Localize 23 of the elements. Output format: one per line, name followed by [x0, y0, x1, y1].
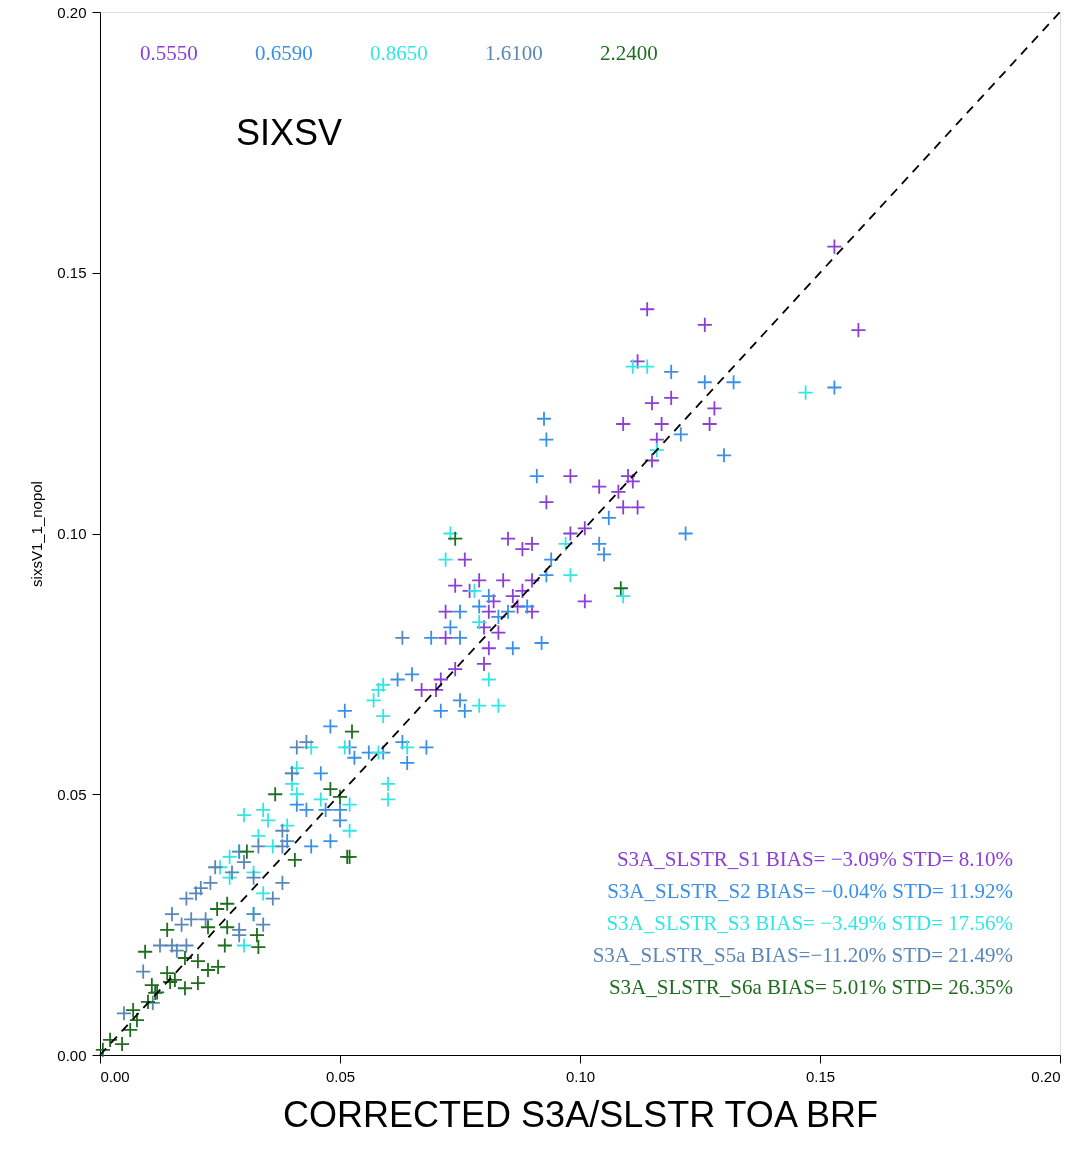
- y-axis-title: sixsV1_1_nopol: [28, 481, 46, 587]
- annotation: SIXSV: [236, 112, 343, 153]
- annotation: S3A_SLSTR_S3 BIAS= −3.49% STD= 17.56%: [606, 911, 1013, 935]
- x-tick-label: 0.10: [565, 1067, 596, 1085]
- y-tick-label: 0.10: [57, 525, 87, 542]
- x-tick-label: 0.15: [805, 1067, 836, 1085]
- y-tick-label: 0.15: [57, 264, 87, 282]
- x-tick-label: 0.00: [100, 1067, 130, 1085]
- annotation: S3A_SLSTR_S6a BIAS= 5.01% STD= 26.35%: [608, 975, 1013, 999]
- text: 2.2400: [600, 41, 658, 65]
- text: 1.6100: [485, 41, 543, 65]
- y-tick-label: 0.20: [57, 3, 87, 21]
- x-axis-title: CORRECTED S3A/SLSTR TOA BRF: [283, 1093, 878, 1135]
- y-tick-label: 0.05: [57, 785, 87, 803]
- x-tick-label: 0.20: [1031, 1067, 1061, 1085]
- y-tick-label: 0.00: [57, 1046, 87, 1064]
- text: 0.5550: [140, 41, 198, 65]
- annotation: S3A_SLSTR_S5a BIAS=−11.20% STD= 21.49%: [592, 943, 1013, 967]
- x-tick-label: 0.05: [325, 1067, 356, 1085]
- annotation: S3A_SLSTR_S1 BIAS= −3.09% STD= 8.10%: [616, 847, 1013, 871]
- annotation: S3A_SLSTR_S2 BIAS= −0.04% STD= 11.92%: [607, 879, 1013, 903]
- text: 0.8650: [370, 41, 428, 65]
- text: 0.6590: [255, 41, 313, 65]
